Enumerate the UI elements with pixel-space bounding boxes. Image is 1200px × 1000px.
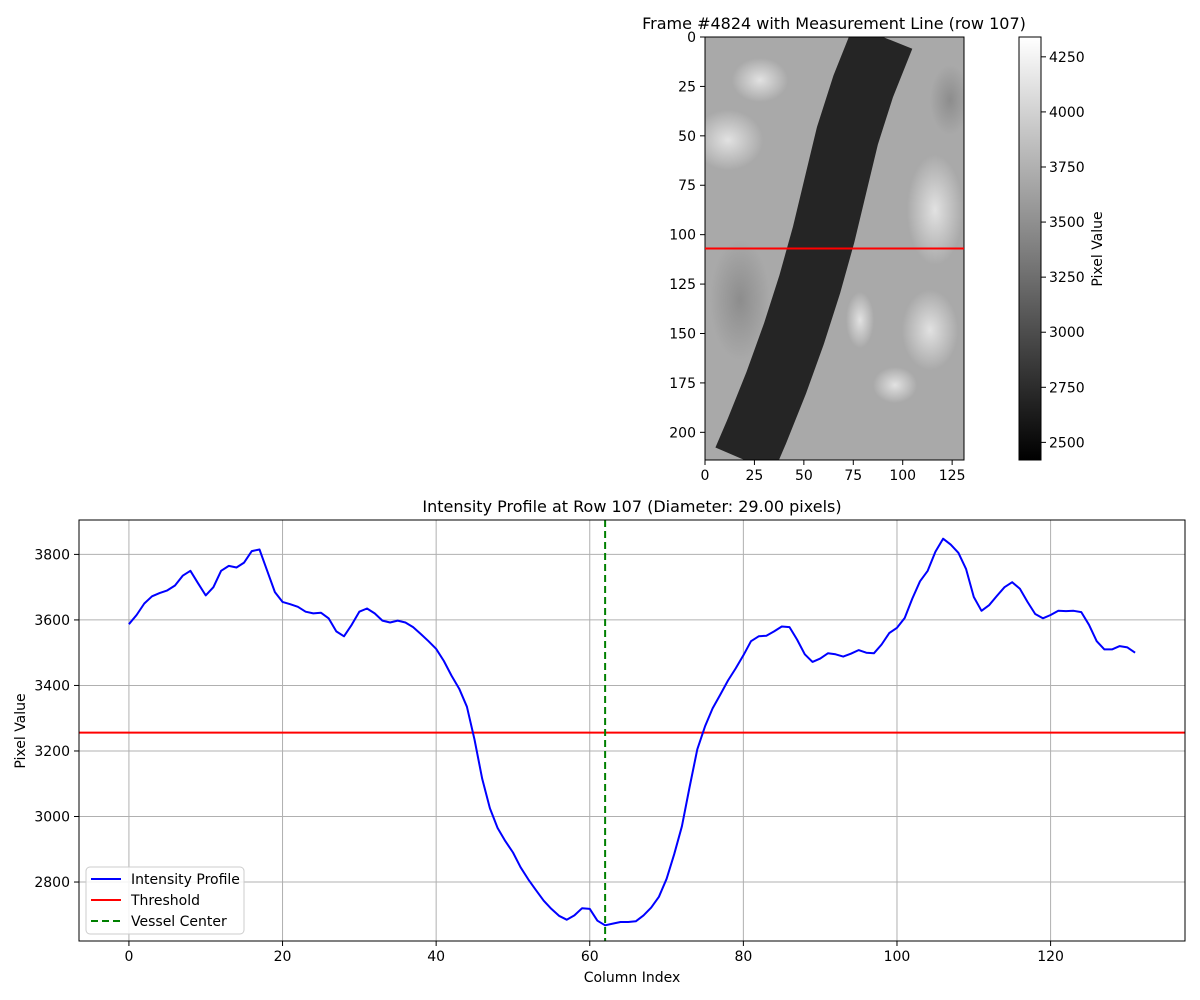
legend-label-threshold: Threshold (130, 893, 200, 909)
colorbar (1018, 36, 1042, 461)
x-tick-label: 120 (1037, 949, 1064, 965)
image-y-tick-label: 200 (669, 425, 696, 441)
image-x-tick-label: 0 (701, 468, 710, 484)
y-tick-label: 3800 (34, 547, 70, 563)
x-tick-label: 100 (884, 949, 911, 965)
colorbar-tick-label: 3250 (1049, 270, 1085, 286)
x-tick-label: 80 (734, 949, 752, 965)
image-y-tick-label: 75 (678, 178, 696, 194)
y-tick-label: 3000 (34, 810, 70, 826)
vessel (715, 37, 913, 460)
legend-label-intensity: Intensity Profile (131, 872, 240, 888)
legend: Intensity Profile Threshold Vessel Cente… (85, 866, 245, 935)
colorbar-tick-label: 3000 (1049, 325, 1085, 341)
image-x-tick-label: 75 (844, 468, 862, 484)
image-x-tick-label: 125 (939, 468, 966, 484)
y-axis-label: Pixel Value (13, 693, 29, 768)
plot-frame (78, 519, 1186, 942)
image-y-tick-label: 150 (669, 326, 696, 342)
profile-title: Intensity Profile at Row 107 (Diameter: … (422, 497, 841, 516)
legend-label-center: Vessel Center (131, 914, 227, 930)
colorbar-tick-label: 2750 (1049, 380, 1085, 396)
intensity-profile-line (128, 537, 1136, 927)
colorbar-tick-label: 3500 (1049, 215, 1085, 231)
image-x-tick-label: 50 (795, 468, 813, 484)
y-tick-label: 3200 (34, 744, 70, 760)
image-title: Frame #4824 with Measurement Line (row 1… (642, 14, 1026, 33)
colorbar-label: Pixel Value (1090, 211, 1106, 286)
y-tick-label: 2800 (34, 875, 70, 891)
image-x-tick-label: 100 (889, 468, 916, 484)
x-tick-label: 0 (124, 949, 133, 965)
colorbar-tick-label: 4000 (1049, 105, 1085, 121)
image-y-tick-label: 25 (678, 79, 696, 95)
colorbar-tick-label: 3750 (1049, 160, 1085, 176)
x-tick-label: 20 (274, 949, 292, 965)
image-y-tick-label: 50 (678, 129, 696, 145)
image-y-tick-label: 125 (669, 277, 696, 293)
y-tick-label: 3600 (34, 613, 70, 629)
x-tick-label: 40 (427, 949, 445, 965)
colorbar-tick-label: 2500 (1049, 435, 1085, 451)
image-y-tick-label: 100 (669, 228, 696, 244)
colorbar-tick-label: 4250 (1049, 50, 1085, 66)
y-tick-label: 3400 (34, 678, 70, 694)
image-y-tick-label: 175 (669, 376, 696, 392)
image-y-tick-label: 0 (687, 30, 696, 46)
x-axis-label: Column Index (584, 970, 681, 986)
image-x-tick-label: 25 (746, 468, 764, 484)
x-tick-label: 60 (581, 949, 599, 965)
